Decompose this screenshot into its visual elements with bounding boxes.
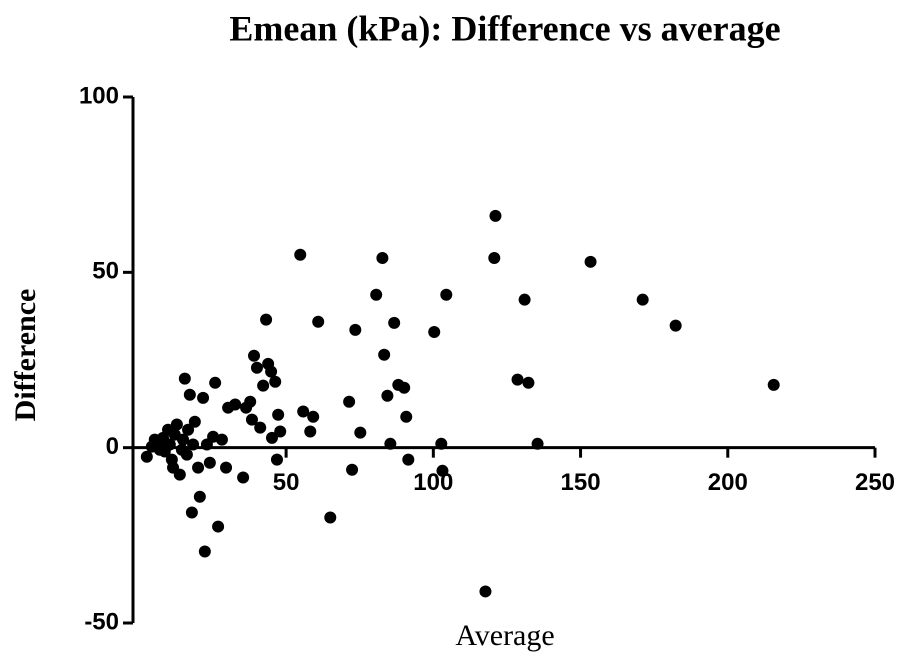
y-tick-label: 0	[106, 433, 119, 460]
point	[274, 425, 287, 438]
point	[384, 437, 397, 450]
point	[307, 410, 320, 423]
point	[250, 361, 263, 374]
point	[193, 490, 206, 503]
point	[370, 288, 383, 301]
point	[531, 437, 544, 450]
point	[378, 348, 391, 361]
x-axis-label: Average	[455, 619, 554, 652]
x-tick-label: 150	[561, 469, 601, 496]
point	[192, 461, 205, 474]
point	[518, 293, 531, 306]
point	[400, 410, 413, 423]
point	[436, 464, 449, 477]
point	[188, 415, 201, 428]
y-axis-label: Difference	[9, 289, 42, 422]
point	[229, 398, 242, 411]
point	[185, 506, 198, 519]
point	[440, 288, 453, 301]
point	[479, 585, 492, 598]
y-tick-label: 50	[92, 258, 119, 285]
point	[212, 520, 225, 533]
point	[324, 511, 337, 524]
point	[178, 372, 191, 385]
point	[187, 438, 200, 451]
point	[522, 376, 535, 389]
point	[402, 453, 415, 466]
point	[244, 395, 257, 408]
point	[260, 313, 273, 326]
point	[182, 423, 195, 436]
point	[381, 389, 394, 402]
x-tick-label: 200	[708, 469, 748, 496]
point	[237, 471, 250, 484]
point	[636, 293, 649, 306]
y-tick-label: -50	[84, 608, 119, 635]
point	[265, 431, 278, 444]
point	[198, 545, 211, 558]
point	[294, 248, 307, 261]
point	[304, 425, 317, 438]
point	[376, 251, 389, 264]
point	[257, 379, 270, 392]
point	[220, 461, 233, 474]
point	[177, 433, 190, 446]
point	[270, 453, 283, 466]
point	[183, 388, 196, 401]
point	[767, 378, 780, 391]
point	[163, 438, 176, 451]
point	[248, 349, 261, 362]
point	[254, 421, 267, 434]
point	[209, 376, 222, 389]
point	[170, 418, 183, 431]
point	[265, 365, 278, 378]
point	[584, 255, 597, 268]
y-tick-label: 100	[79, 82, 119, 109]
point	[349, 323, 362, 336]
point	[511, 373, 524, 386]
point	[297, 405, 310, 418]
point	[428, 325, 441, 338]
point	[269, 375, 282, 388]
point	[388, 316, 401, 329]
point	[245, 413, 258, 426]
point	[346, 463, 359, 476]
point	[140, 450, 153, 463]
x-tick-label: 50	[273, 469, 300, 496]
point	[354, 426, 367, 439]
point	[203, 456, 216, 469]
point	[343, 395, 356, 408]
point	[398, 381, 411, 394]
point	[197, 391, 210, 404]
point	[488, 251, 501, 264]
point	[489, 209, 502, 222]
chart-title: Emean (kPa): Difference vs average	[229, 8, 780, 48]
point	[173, 468, 186, 481]
point	[435, 437, 448, 450]
point	[669, 319, 682, 332]
point	[215, 433, 228, 446]
point	[180, 448, 193, 461]
point	[312, 315, 325, 328]
x-tick-label: 250	[855, 469, 895, 496]
point	[272, 408, 285, 421]
